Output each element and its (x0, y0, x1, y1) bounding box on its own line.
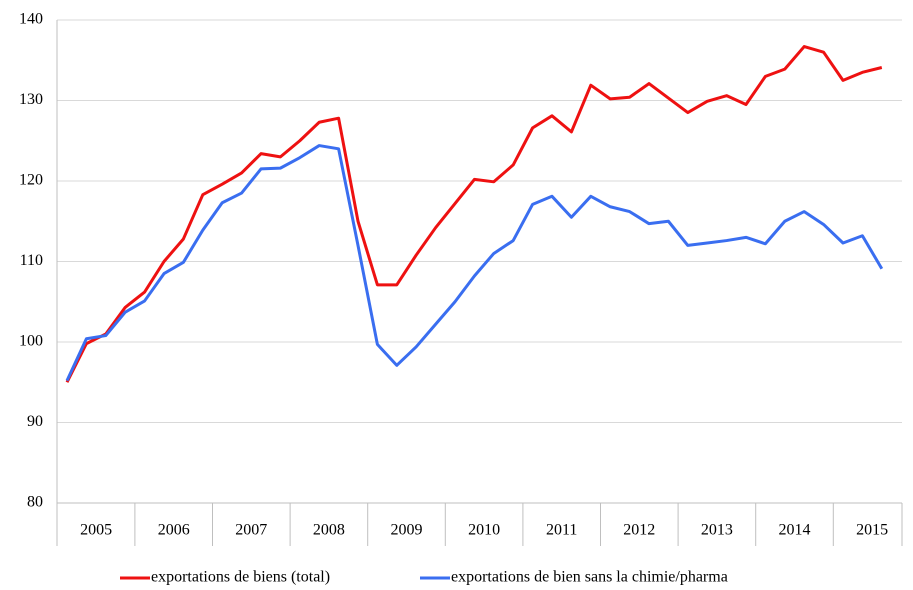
legend-label: exportations de biens (total) (151, 569, 330, 586)
x-tick-label: 2009 (391, 522, 423, 539)
x-tick-label: 2011 (546, 522, 577, 539)
x-tick-label: 2010 (468, 522, 500, 539)
y-tick-label: 100 (19, 333, 43, 350)
x-tick-label: 2005 (80, 522, 112, 539)
legend-label: exportations de bien sans la chimie/phar… (451, 569, 728, 586)
x-tick-label: 2006 (158, 522, 190, 539)
y-tick-label: 130 (19, 91, 43, 108)
x-tick-label: 2007 (235, 522, 267, 539)
y-tick-label: 120 (19, 172, 43, 189)
data-line (65, 45, 883, 383)
x-tick-label: 2008 (313, 522, 345, 539)
x-tick-label: 2014 (779, 522, 811, 539)
x-tick-label: 2012 (623, 522, 655, 539)
x-tick-label: 2015 (856, 522, 888, 539)
data-line (65, 144, 884, 382)
y-tick-label: 110 (20, 252, 43, 269)
y-tick-label: 90 (27, 413, 43, 430)
y-tick-label: 140 (19, 11, 43, 28)
y-tick-label: 80 (27, 494, 43, 511)
x-tick-label: 2013 (701, 522, 733, 539)
